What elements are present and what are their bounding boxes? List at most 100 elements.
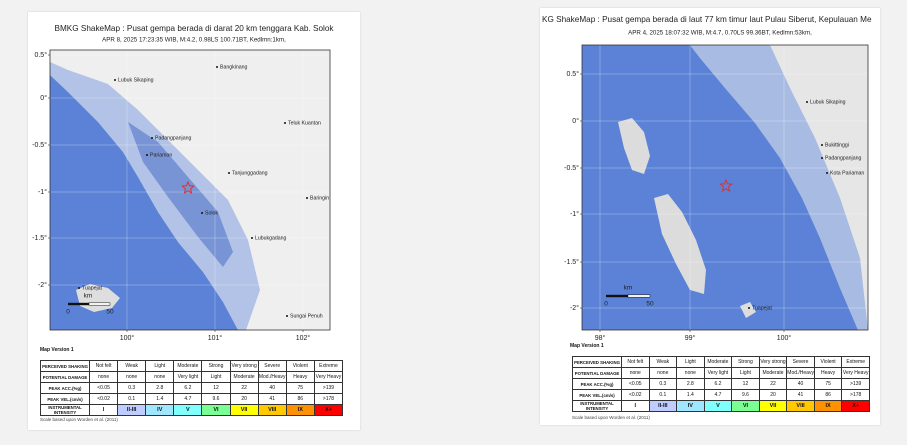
shakemap-panel: KG ShakeMap : Pusat gempa berada di laut… <box>540 8 880 425</box>
latitude-label: -1° <box>38 188 47 196</box>
legend-cell: Very strong <box>229 360 259 372</box>
legend-cell: Severe <box>786 356 815 368</box>
legend-row: PEAK VEL.(cm/s) <0.02 0.1 1.4 4.7 9.6 20 41 86 >1… <box>40 393 344 405</box>
legend-cell: <0.02 <box>88 393 119 405</box>
legend-cell: >178 <box>841 389 870 401</box>
latitude-label: -0.5° <box>564 164 579 172</box>
legend-cell: Strong <box>201 360 231 372</box>
legend-cell: II-III <box>648 400 678 412</box>
legend-cell: Moderate <box>229 371 259 383</box>
legend-cell: 20 <box>229 393 259 405</box>
legend-row: PERCEIVED SHAKING Not felt Weak Light Modera… <box>572 356 870 368</box>
place-label: Tuapejat <box>82 285 103 291</box>
place-marker <box>228 172 230 174</box>
place-label: Tanjunggadang <box>232 170 268 176</box>
place-marker <box>78 287 80 289</box>
legend-cell: Light <box>731 367 760 379</box>
legend-cell: Extreme <box>841 356 870 368</box>
legend-cell: Light <box>145 360 175 372</box>
legend-cell: Extreme <box>313 360 344 372</box>
latitude-label: -1.5° <box>32 234 47 242</box>
legend-cell: none <box>145 371 175 383</box>
legend-cell: 75 <box>813 378 843 390</box>
place-marker <box>251 237 253 239</box>
place-label: Solok <box>205 210 218 216</box>
place-marker <box>306 197 308 199</box>
place-marker <box>286 315 288 317</box>
legend-cell: 75 <box>285 382 315 394</box>
intensity-legend: PERCEIVED SHAKING Not felt Weak Light Modera… <box>572 356 870 412</box>
map-frame <box>49 49 331 331</box>
legend-cell: 40 <box>257 382 287 394</box>
legend-cell: Not felt <box>621 356 650 368</box>
legend-row: PEAK ACC.(%g) <0.05 0.3 2.8 6.2 12 22 40 75 >139 <box>40 382 344 394</box>
legend-cell: Not felt <box>88 360 119 372</box>
legend-cell: Light <box>201 371 231 383</box>
map-title: KG ShakeMap : Pusat gempa berada di laut… <box>542 15 872 24</box>
legend-cell: IX <box>285 404 315 416</box>
legend-cell: I <box>88 404 119 416</box>
place-marker <box>821 157 823 159</box>
legend-cell: IV <box>676 400 705 412</box>
legend-cell: IV <box>145 404 175 416</box>
legend-cell: VII <box>758 400 788 412</box>
legend-cell: >139 <box>313 382 344 394</box>
place-marker <box>216 66 218 68</box>
legend-cell: 86 <box>813 389 843 401</box>
legend-cell: Moderate <box>758 367 788 379</box>
legend-row-header: PEAK ACC.(%g) <box>40 382 90 394</box>
place-label: Lubuk Sikaping <box>810 99 846 105</box>
map-figure: BMKG ShakeMap : Pusat gempa berada di da… <box>32 24 334 342</box>
footnote: Scale based upon Worden et al. (2011) <box>572 415 650 420</box>
legend-cell: X+ <box>313 404 344 416</box>
terrain <box>690 45 868 330</box>
map-area <box>50 50 330 330</box>
legend-row-header: PEAK VEL.(cm/s) <box>572 389 622 401</box>
place-marker <box>201 212 203 214</box>
legend-cell: <0.02 <box>621 389 650 401</box>
terrain <box>690 45 868 330</box>
legend-cell: Heavy <box>285 371 315 383</box>
legend-cell: Moderate <box>703 356 733 368</box>
legend-cell: IX <box>813 400 843 412</box>
legend-cell: >178 <box>313 393 344 405</box>
legend-cell: Very strong <box>758 356 788 368</box>
legend-cell: 9.6 <box>731 389 760 401</box>
place-marker <box>114 79 116 81</box>
scale-tick: 50 <box>106 309 114 316</box>
legend-cell: Very Heavy <box>313 371 344 383</box>
legend-cell: 0.3 <box>648 378 678 390</box>
legend-cell: none <box>648 367 678 379</box>
legend-cell: V <box>703 400 733 412</box>
terrain <box>740 302 756 318</box>
legend-row-header: PEAK VEL.(cm/s) <box>40 393 90 405</box>
legend-cell: V <box>173 404 203 416</box>
legend-cell: 2.8 <box>676 378 705 390</box>
legend-cell: Light <box>676 356 705 368</box>
longitude-label: 98° <box>595 334 606 342</box>
terrain <box>654 194 706 294</box>
place-label: Pariaman <box>150 152 172 158</box>
place-label: Lubuk Sikaping <box>118 77 154 83</box>
place-marker <box>748 307 750 309</box>
legend-cell: Weak <box>117 360 147 372</box>
legend-cell: 20 <box>758 389 788 401</box>
legend-cell: VIII <box>257 404 287 416</box>
terrain <box>50 75 238 330</box>
terrain <box>50 62 260 330</box>
legend-cell: Weak <box>648 356 678 368</box>
legend-cell: none <box>676 367 705 379</box>
scale-bar <box>606 294 628 298</box>
terrain <box>128 122 233 267</box>
place-marker <box>806 101 808 103</box>
epicenter-star <box>181 180 195 194</box>
map-version: Map Version 1 <box>570 343 604 349</box>
legend-cell: 1.4 <box>676 389 705 401</box>
legend-cell: Mod./Heavy <box>786 367 815 379</box>
place-marker <box>821 144 823 146</box>
map-area <box>582 45 868 330</box>
legend-cell: VI <box>201 404 231 416</box>
place-label: Lubukgadang <box>255 235 287 241</box>
legend-cell: 4.7 <box>173 393 203 405</box>
